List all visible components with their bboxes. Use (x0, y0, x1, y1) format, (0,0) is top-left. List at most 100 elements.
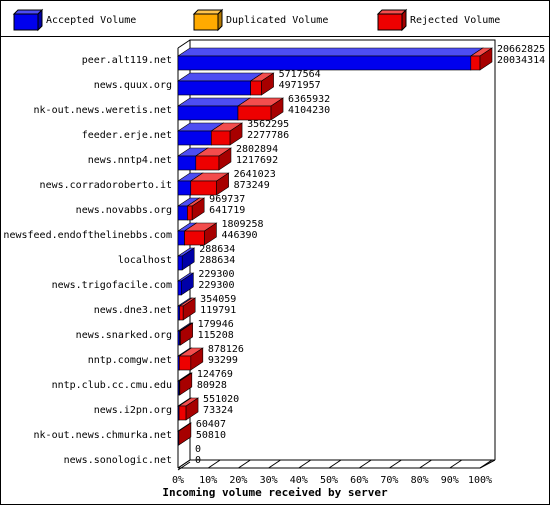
value-label-accepted: 641719 (209, 205, 245, 216)
bar-accepted-face (177, 97, 251, 107)
bar-rejected (194, 147, 232, 171)
bar-rejected-face (182, 297, 196, 321)
bar-rejected-face (187, 205, 193, 221)
bar-rejected-face (229, 122, 243, 146)
bar-rejected-face (470, 55, 481, 71)
bar-accepted (177, 247, 196, 271)
x-tick (449, 459, 463, 469)
x-tick (479, 459, 493, 469)
bar-rejected-face (479, 47, 493, 71)
x-tick (207, 459, 221, 469)
bar-accepted-face (181, 247, 195, 271)
y-tick-label: localhost (118, 255, 172, 266)
bar-rejected-face (261, 72, 274, 96)
value-label-accepted: 115208 (198, 330, 234, 341)
legend-label: Duplicated Volume (226, 15, 328, 26)
value-label-total: 20662825 (497, 44, 545, 55)
value-label-total: 5717564 (279, 69, 321, 80)
bar-rejected-face (250, 80, 262, 96)
bar-rejected (178, 297, 197, 321)
legend-swatch (13, 13, 39, 31)
y-tick-label: nk-out.news.chmurka.net (34, 430, 172, 441)
legend-swatch-side (217, 8, 223, 32)
x-tick-label: 100% (468, 475, 492, 486)
value-label-accepted: 93299 (208, 355, 238, 366)
value-label-accepted: 2277786 (247, 130, 289, 141)
bar-accepted (177, 272, 195, 296)
bar-rejected-face (237, 105, 272, 121)
x-tick-label: 40% (290, 475, 308, 486)
legend-swatch-top (12, 9, 44, 15)
axis-line (177, 39, 191, 49)
value-label-accepted: 288634 (199, 255, 235, 266)
x-tick (298, 459, 312, 469)
x-tick-label: 90% (441, 475, 459, 486)
y-tick-label: newsfeed.endofthelinebbs.com (3, 230, 172, 241)
value-label-accepted: 1217692 (236, 155, 278, 166)
value-label-accepted: 4104230 (288, 105, 330, 116)
bar-rejected-face (270, 97, 284, 121)
value-label-total: 354059 (200, 294, 236, 305)
bar-rejected-face (210, 130, 231, 146)
y-tick-label: nk-out.news.weretis.net (34, 105, 172, 116)
value-label-total: 124769 (197, 369, 233, 380)
bar-rejected (178, 322, 194, 346)
bar-accepted (177, 47, 484, 71)
bar-rejected (183, 222, 218, 246)
y-tick-label: news.dne3.net (94, 305, 172, 316)
x-tick (419, 459, 432, 469)
value-label-accepted: 73324 (203, 405, 233, 416)
bar-rejected (210, 122, 244, 146)
x-tick (358, 459, 372, 469)
legend-swatch-top (192, 9, 224, 15)
bar-accepted-face (177, 105, 239, 121)
bar-accepted-face (177, 130, 212, 146)
bar-rejected-face (218, 147, 232, 171)
value-label-total: 2802894 (236, 144, 278, 155)
legend-label: Rejected Volume (410, 15, 500, 26)
legend-label: Accepted Volume (46, 15, 136, 26)
bar-accepted-face (177, 47, 484, 57)
bar-rejected-face (191, 197, 205, 221)
value-label-total: 878126 (208, 344, 244, 355)
value-label-total: 60407 (196, 419, 226, 430)
x-tick-label: 50% (320, 475, 338, 486)
bar-accepted-face (177, 280, 182, 296)
value-label-total: 288634 (199, 244, 235, 255)
x-tick (389, 459, 402, 469)
bar-rejected (178, 347, 204, 371)
x-tick (328, 459, 342, 469)
bar-rejected (178, 372, 193, 396)
value-label-total: 2641023 (234, 169, 276, 180)
value-label-total: 1809258 (221, 219, 263, 230)
value-label-total: 229300 (198, 269, 234, 280)
x-tick-label: 60% (350, 475, 368, 486)
legend-swatch-side (37, 8, 43, 32)
x-axis-title: Incoming volume received by server (162, 486, 388, 499)
x-tick-label: 0% (172, 475, 184, 486)
value-label-total: 179946 (198, 319, 234, 330)
value-label-total: 551020 (203, 394, 239, 405)
x-tick-label: 30% (260, 475, 278, 486)
bar-rejected (177, 422, 192, 446)
y-tick-label: news.corradoroberto.it (40, 180, 172, 191)
bar-accepted-face (177, 205, 188, 221)
bar-rejected-face (195, 155, 220, 171)
bar-accepted-face (177, 72, 264, 82)
y-tick-label: news.novabbs.org (76, 205, 172, 216)
value-label-total: 3562295 (247, 119, 289, 130)
value-label-total: 0 (195, 444, 201, 455)
value-label-accepted: 0 (195, 455, 201, 466)
bar-rejected-face (204, 222, 217, 246)
bar-rejected-face (179, 355, 192, 371)
value-label-accepted: 20034314 (497, 55, 545, 66)
bar-rejected-face (190, 180, 217, 196)
bar-rejected (469, 47, 493, 71)
x-tick-label: 80% (411, 475, 429, 486)
bar-accepted-face (177, 180, 192, 196)
y-tick-label: nntp.comgw.net (88, 355, 172, 366)
y-tick-label: news.quux.org (94, 80, 172, 91)
bar-rejected-face (178, 422, 192, 446)
bar-rejected-face (184, 230, 205, 246)
